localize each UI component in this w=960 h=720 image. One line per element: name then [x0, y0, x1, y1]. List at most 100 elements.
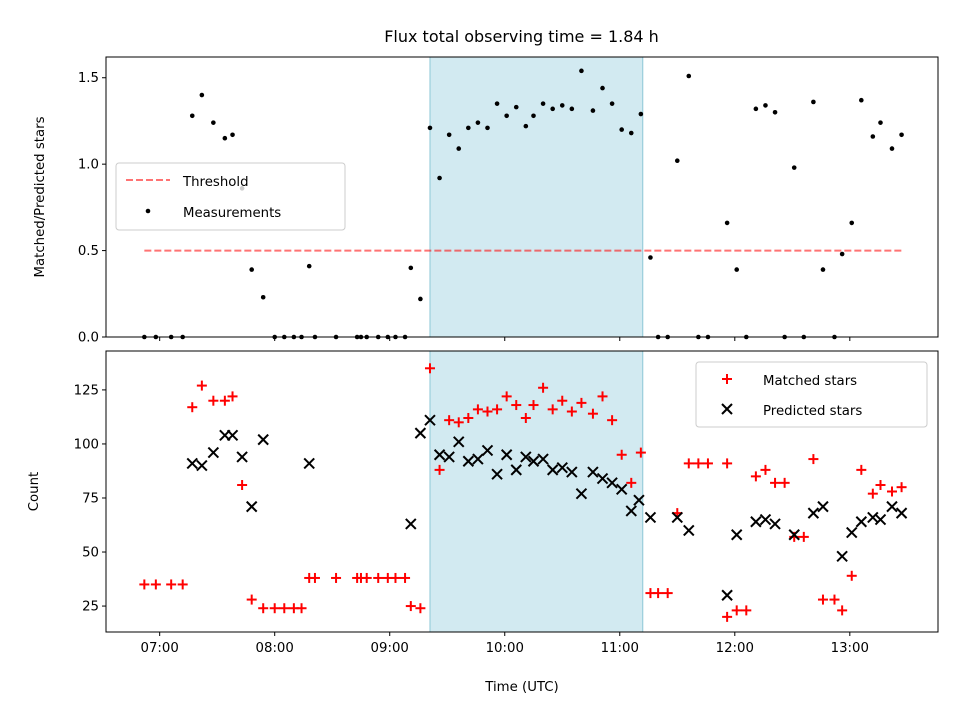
measurement-point	[222, 135, 228, 141]
cross-b	[671, 511, 683, 524]
predicted-star-point	[788, 529, 800, 541]
legend-x-marker	[721, 403, 733, 415]
predicted-star-point	[462, 455, 475, 467]
matched-star-point	[662, 588, 673, 599]
measurement-point	[418, 296, 423, 302]
cross-b	[596, 472, 609, 485]
matched-star-point	[463, 413, 474, 424]
legend-measurements-label: Measurements	[183, 206, 281, 221]
legend-predicted-swatch	[721, 403, 733, 415]
predicted-star-point	[596, 472, 609, 485]
predicted-star-point	[481, 444, 494, 457]
measurement-point	[724, 220, 730, 226]
matched-star-point	[415, 603, 426, 614]
predicted-star-point	[303, 457, 315, 470]
matched-star-point	[760, 464, 771, 475]
measurement-point	[466, 125, 471, 131]
matched-star-point	[722, 611, 733, 622]
cross-b	[491, 468, 503, 480]
cross-b	[462, 455, 475, 467]
matched-star-point	[400, 572, 411, 583]
legend-matched-swatch	[722, 374, 732, 384]
cross-b	[788, 529, 800, 541]
measurement-point	[849, 220, 855, 226]
matched-star-point	[653, 588, 664, 599]
matched-star-point	[741, 605, 752, 616]
measurement-point	[559, 103, 565, 108]
cross-b	[186, 457, 198, 470]
predicted-star-point	[606, 477, 618, 489]
cross-b	[527, 455, 540, 467]
matched-star-point	[482, 406, 493, 417]
matched-star-point	[453, 417, 464, 428]
matched-star-point	[434, 464, 445, 475]
predicted-star-point	[587, 466, 599, 478]
cross-b	[644, 511, 657, 524]
top-y-axis-label: Matched/Predicted stars	[33, 116, 48, 277]
predicted-star-point	[895, 507, 908, 519]
matched-star-point	[576, 397, 587, 408]
matched-star-point	[331, 572, 342, 583]
matched-star-point	[309, 572, 320, 583]
predicted-star-point	[633, 494, 645, 506]
matched-star-point	[187, 402, 198, 413]
measurement-point	[590, 108, 596, 113]
measurement-point	[189, 113, 195, 119]
bottom-x-ticks: 07:00 08:00 09:00 10:00 11:00 12:00 13:00	[141, 632, 869, 656]
measurement-point	[249, 267, 254, 272]
cross-b	[453, 436, 465, 448]
matched-star-point	[779, 477, 790, 488]
matched-star-point	[635, 447, 646, 458]
measurement-point	[494, 101, 500, 106]
cross-b	[236, 451, 248, 463]
measurement-point	[889, 146, 895, 151]
cross-b	[481, 444, 494, 457]
cross-b	[556, 462, 568, 474]
y-tick-label: 0.5	[78, 244, 99, 259]
x-tick-label: 08:00	[256, 641, 294, 656]
measurement-point	[638, 111, 644, 117]
legend-plus-marker	[722, 374, 732, 384]
predicted-star-point	[721, 589, 733, 601]
matched-star-point	[296, 603, 307, 614]
measurement-point	[199, 92, 205, 98]
y-tick-label: 75	[82, 491, 99, 506]
matched-star-point	[856, 464, 867, 475]
matched-star-point	[269, 603, 280, 614]
measurement-point	[475, 120, 481, 125]
cross-b	[424, 414, 436, 426]
cross-b	[606, 477, 618, 489]
measurement-point	[531, 113, 536, 119]
x-tick-label: 07:00	[141, 641, 179, 656]
matched-star-point	[817, 594, 828, 605]
matched-star-point	[472, 404, 483, 415]
matched-star-point	[798, 531, 809, 542]
predicted-star-point	[769, 518, 781, 530]
cross-b	[855, 516, 868, 528]
matched-star-point	[424, 363, 435, 374]
cross-b	[257, 433, 269, 446]
measurement-point	[446, 132, 452, 138]
cross-b	[721, 589, 733, 601]
x-tick-label: 11:00	[601, 641, 639, 656]
predicted-star-point	[424, 414, 436, 426]
bottom-panel: 25 50 75 100 125 07:00 08:00 09:00 10:00 11:00 12…	[27, 350, 939, 695]
matched-star-point	[196, 380, 207, 391]
predicted-star-point	[226, 429, 239, 442]
top-highlight-span-group	[429, 56, 644, 338]
cross-b	[443, 451, 455, 463]
cross-b	[587, 466, 599, 478]
bottom-axes-frame	[105, 350, 939, 633]
matched-star-point	[597, 391, 608, 402]
cross-b	[817, 500, 829, 513]
predicted-star-point	[886, 500, 898, 513]
predicted-star-point	[527, 455, 540, 467]
predicted-star-point	[874, 513, 887, 526]
predicted-star-point	[671, 511, 683, 524]
top-y-ticks: 0.0 0.5 1.0 1.5	[78, 71, 106, 346]
matched-star-point	[683, 458, 694, 469]
cross-b	[546, 464, 559, 476]
measurement-point	[211, 120, 216, 125]
matched-star-point	[520, 413, 531, 424]
predicted-star-point	[817, 500, 829, 513]
